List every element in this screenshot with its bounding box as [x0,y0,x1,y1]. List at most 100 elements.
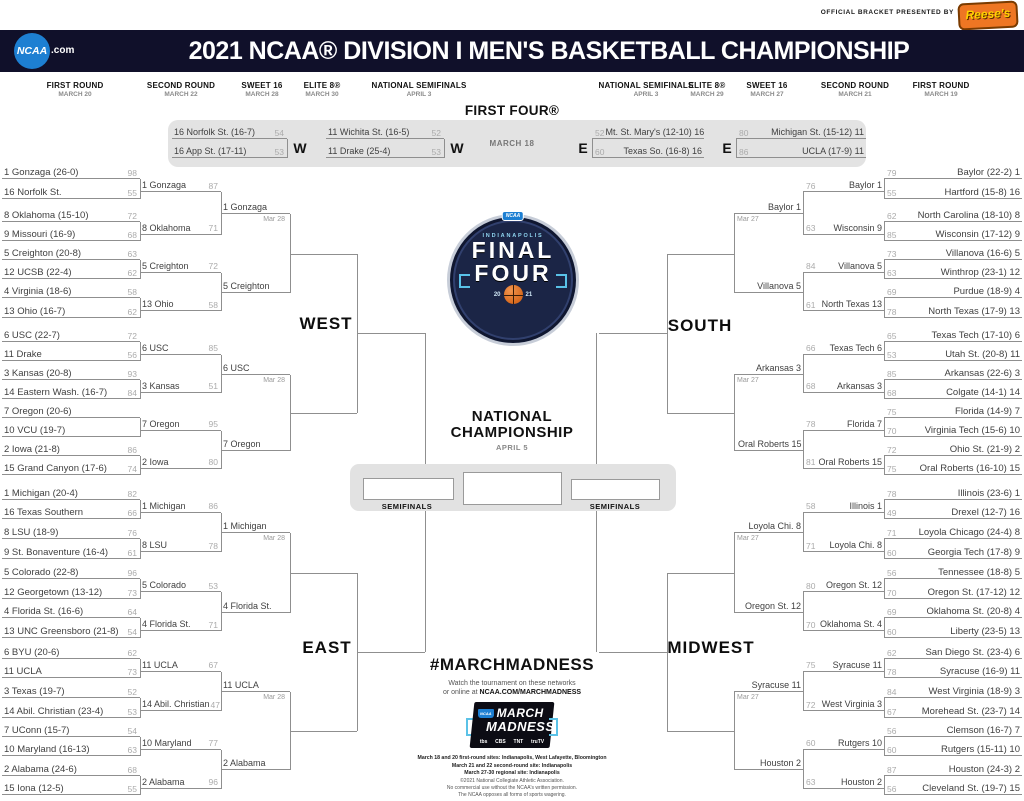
team-slot: 10 Maryland 77 [140,737,221,750]
bracket-line [884,776,885,795]
team-score: 82 [127,488,137,499]
team-name: Illinois 1 [849,500,882,511]
march-madness-row: NCAA MARCH [478,706,544,720]
team-name: Georgia Tech (17-8) 9 [927,546,1020,558]
presented-by-label: OFFICIAL BRACKET PRESENTED BY [820,9,954,16]
network-tnt: TNT [513,739,524,745]
team-score: 60 [887,626,897,637]
watch-link[interactable]: NCAA.COM/MARCHMADNESS [479,689,582,696]
first-four-band [168,120,866,167]
bracket-line [884,737,885,756]
team-name: Tennessee (18-8) 5 [938,566,1020,578]
round-label: ELITE 8® [688,81,726,90]
team-name: Rutgers 10 [837,737,882,748]
team-score: 77 [208,738,218,749]
team-name: Villanova 5 [838,260,882,271]
round-label: SECOND ROUND [820,81,890,90]
team-slot: 75 Florida (14-9) 7 [884,405,1022,418]
team-name: Drexel (12-7) 16 [951,506,1020,518]
final-four-bottom: 20 21 [450,285,576,305]
team-slot: 70 Virginia Tech (15-6) 10 [884,424,1022,437]
team-name: 11 Wichita St. (16-5) [328,127,410,138]
bracket-line [599,333,667,334]
team-name: 15 Iona (12-5) [4,782,64,794]
ncaa-logo[interactable]: NCAA [14,33,50,69]
round-label: NATIONAL SEMIFINALS [598,81,694,90]
team-slot: 4 Florida St. (16-6) 64 [2,605,140,618]
team-score: 53 [127,706,137,717]
team-name: Colgate (14-1) 14 [946,386,1020,398]
fine-print-line: March 27-30 regional site: Indianapolis [464,770,560,777]
first-four-winner-region: W [293,140,307,156]
team-slot: 3 Kansas (20-8) 93 [2,367,140,380]
team-name: Clemson (16-7) 7 [946,724,1020,736]
bracket-line [140,698,141,718]
team-name: Baylor 1 [767,202,801,213]
team-slot: 61 North Texas 13 [803,298,884,311]
bracket-line [599,652,667,653]
team-slot: 70 Oregon St. (17-12) 12 [884,586,1022,599]
team-name: Baylor 1 [848,180,882,191]
team-slot: 63 Houston 2 [803,776,884,789]
team-name: Winthrop (23-1) 12 [940,266,1020,278]
team-score: 73 [127,666,137,677]
team-score: 56 [127,349,137,360]
team-score: 76 [127,527,137,538]
team-slot: 84 Villanova 5 [803,260,884,273]
team-name: Oklahoma St. 4 [819,619,882,630]
team-name: Arkansas 3 [836,380,882,391]
team-score: 73 [887,248,897,259]
title-bar: NCAA .com 2021 NCAA® DIVISION I MEN'S BA… [0,30,1024,72]
bracket-line [596,506,597,652]
semifinals-label-right: SEMIFINALS [589,502,641,511]
team-name: 4 Florida St. [223,600,272,611]
team-name: Villanova (16-6) 5 [945,247,1020,259]
team-score: 86 [127,444,137,455]
team-slot: 10 VCU (19-7) [2,424,140,437]
team-score: 85 [887,229,897,240]
bracket-line [357,652,425,653]
team-name: 1 Michigan (20-4) [4,487,78,499]
team-score: 49 [887,507,897,518]
bracket-line [734,692,735,770]
team-score: 63 [127,744,137,755]
team-name: Purdue (18-9) 4 [953,285,1020,297]
bracket-line [884,179,885,199]
team-slot: 4 Florida St. 71 [140,618,221,631]
game-date: Mar 27 [737,694,759,702]
game-date: Mar 28 [263,535,285,543]
bracket-line [140,618,141,638]
team-score: 78 [887,666,897,677]
first-four-date: MARCH 18 [489,139,535,148]
bracket-line [592,139,593,158]
team-score: 78 [806,419,816,430]
team-score: 68 [806,381,816,392]
team-slot: 68 Arkansas 3 [803,380,884,393]
bracket-line [140,298,141,318]
team-slot: 1 Michigan (20-4) 82 [2,487,140,500]
team-slot: 65 Texas Tech (17-10) 6 [884,329,1022,342]
team-score: 62 [887,210,897,221]
team-name: 3 Texas (19-7) [4,685,65,697]
bracket-line [290,412,357,414]
team-score: 81 [806,457,816,468]
team-slot: 13 Ohio (16-7) 62 [2,305,140,318]
bracket-line [140,539,141,559]
team-name: 2 Iowa (21-8) [4,443,60,455]
team-slot: Baylor 1 [734,201,803,215]
team-name: 10 Maryland [142,737,192,748]
final-four-word2: FOUR [474,259,552,286]
championship-date: APRIL 5 [495,443,529,452]
team-slot: 5 Colorado 53 [140,579,221,592]
team-name: Florida 7 [846,418,882,429]
team-slot: 60 Georgia Tech (17-8) 9 [884,546,1022,559]
team-slot: 60 Rutgers (15-11) 10 [884,743,1022,756]
team-name: 7 Oregon [142,418,180,429]
championship-title-line1: NATIONAL [471,408,553,425]
team-score: 54 [127,725,137,736]
team-score: 53 [431,146,441,157]
team-name: 14 Abil. Christian (23-4) [4,705,104,717]
team-slot: 87 Houston (24-3) 2 [884,763,1022,776]
team-slot: 1 Michigan [221,520,290,534]
team-score: 56 [887,783,897,794]
